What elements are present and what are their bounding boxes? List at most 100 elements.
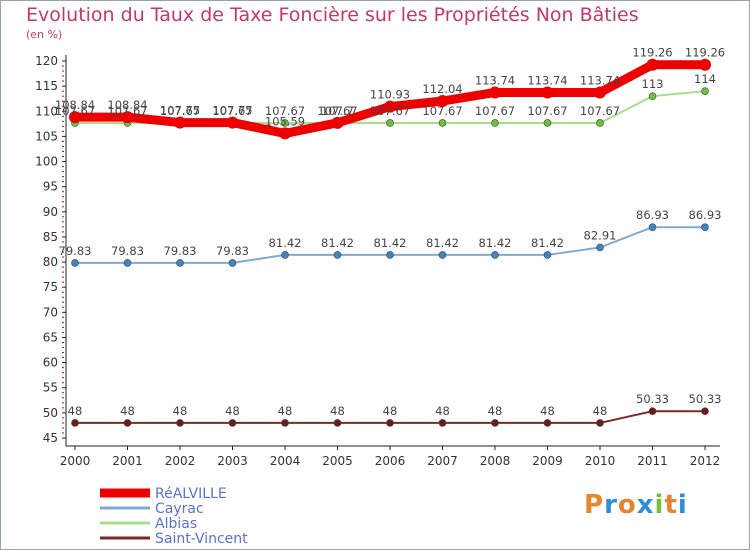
data-point	[176, 259, 184, 267]
x-tick-label: 2008	[480, 454, 511, 468]
y-tick-label: 50	[43, 406, 58, 420]
data-label: 112.04	[422, 82, 462, 96]
logo-letter: i	[677, 490, 688, 520]
data-label: 81.42	[321, 236, 354, 250]
logo-letter: i	[654, 490, 665, 520]
data-point	[648, 223, 657, 232]
y-tick-label: 60	[43, 356, 58, 370]
data-point	[121, 111, 134, 124]
logo-letter: t	[664, 490, 678, 520]
data-label: 107.67	[475, 104, 515, 118]
data-label: 119.26	[632, 46, 672, 60]
data-point	[174, 116, 186, 129]
data-point	[281, 419, 289, 427]
y-tick-label: 55	[43, 381, 58, 395]
proxiti-logo: Proxiti	[584, 490, 688, 520]
data-point	[543, 251, 552, 259]
data-point	[648, 92, 657, 100]
data-point	[281, 251, 289, 259]
data-point	[71, 419, 79, 427]
data-label: 107.67	[55, 104, 95, 118]
data-label: 107.67	[580, 104, 620, 118]
y-tick-label: 105	[35, 129, 58, 143]
x-tick-label: 2011	[637, 454, 668, 468]
x-tick-label: 2012	[690, 454, 721, 468]
data-label: 50.33	[689, 392, 722, 406]
data-label: 48	[330, 404, 345, 418]
data-label: 86.93	[636, 208, 669, 222]
data-point	[123, 259, 132, 267]
data-point	[594, 86, 606, 99]
data-label: 107.67	[107, 104, 147, 118]
y-tick-label: 110	[35, 104, 58, 118]
data-label: 48	[278, 404, 293, 418]
data-label: 81.42	[374, 236, 407, 250]
data-point	[596, 119, 604, 127]
data-label: 107.67	[265, 104, 305, 118]
x-tick-label: 2004	[270, 454, 301, 468]
logo-letter: x	[636, 490, 655, 520]
data-point	[491, 251, 499, 259]
data-label: 48	[120, 404, 135, 418]
y-tick-label: 85	[43, 230, 58, 244]
data-label: 48	[383, 404, 398, 418]
y-tick-label: 70	[43, 305, 58, 319]
data-label: 113.74	[580, 73, 620, 87]
data-point	[386, 119, 394, 127]
y-tick-label: 80	[43, 255, 58, 269]
data-label: 113	[642, 77, 664, 91]
data-label: 110.93	[370, 88, 410, 102]
data-point	[228, 419, 237, 427]
legend-label: Saint-Vincent	[155, 531, 248, 547]
logo-letter: r	[604, 490, 618, 520]
data-label: 82.91	[584, 228, 617, 242]
data-label: 86.93	[689, 208, 722, 222]
data-label: 113.74	[475, 73, 515, 87]
data-label: 79.83	[59, 244, 92, 258]
data-label: 105.59	[265, 114, 305, 128]
data-point	[701, 223, 709, 232]
logo-letter: o	[617, 490, 637, 520]
data-label: 107.75	[160, 104, 200, 118]
x-tick-label: 2000	[60, 454, 91, 468]
data-label: 48	[540, 404, 555, 418]
data-point	[71, 259, 79, 267]
data-point	[386, 251, 394, 259]
data-label: 79.83	[164, 244, 197, 258]
data-point	[541, 86, 554, 99]
data-point	[701, 407, 709, 416]
data-point	[436, 95, 449, 108]
data-label: 119.26	[685, 46, 725, 60]
data-label: 48	[68, 404, 83, 418]
x-tick-label: 2006	[375, 454, 406, 468]
x-tick-label: 2010	[585, 454, 616, 468]
y-tick-label: 115	[35, 79, 58, 93]
data-point	[701, 87, 709, 95]
logo-letter: P	[584, 490, 605, 520]
y-tick-label: 90	[43, 205, 58, 219]
legend-label: Cayrac	[155, 501, 204, 517]
data-label: 107.67	[422, 104, 462, 118]
data-point	[438, 419, 447, 427]
data-label: 107.75	[212, 104, 252, 118]
x-tick-label: 2003	[217, 454, 248, 468]
data-label: 107.67	[527, 104, 567, 118]
data-label: 108.84	[107, 98, 147, 112]
x-tick-label: 2007	[427, 454, 458, 468]
data-point	[386, 419, 394, 427]
data-point	[69, 111, 81, 124]
data-point	[279, 127, 291, 140]
data-label: 107.67	[370, 104, 410, 118]
data-label: 79.83	[111, 244, 144, 258]
data-point	[491, 119, 499, 127]
data-point	[543, 419, 552, 427]
data-point	[281, 119, 289, 127]
data-label: 107.67	[160, 104, 200, 118]
data-point	[226, 116, 239, 129]
data-point	[648, 407, 657, 416]
data-point	[543, 119, 552, 127]
legend-label: Albias	[155, 516, 197, 532]
data-label: 81.42	[269, 236, 302, 250]
data-label: 107.7	[321, 104, 354, 118]
data-point	[489, 86, 501, 99]
